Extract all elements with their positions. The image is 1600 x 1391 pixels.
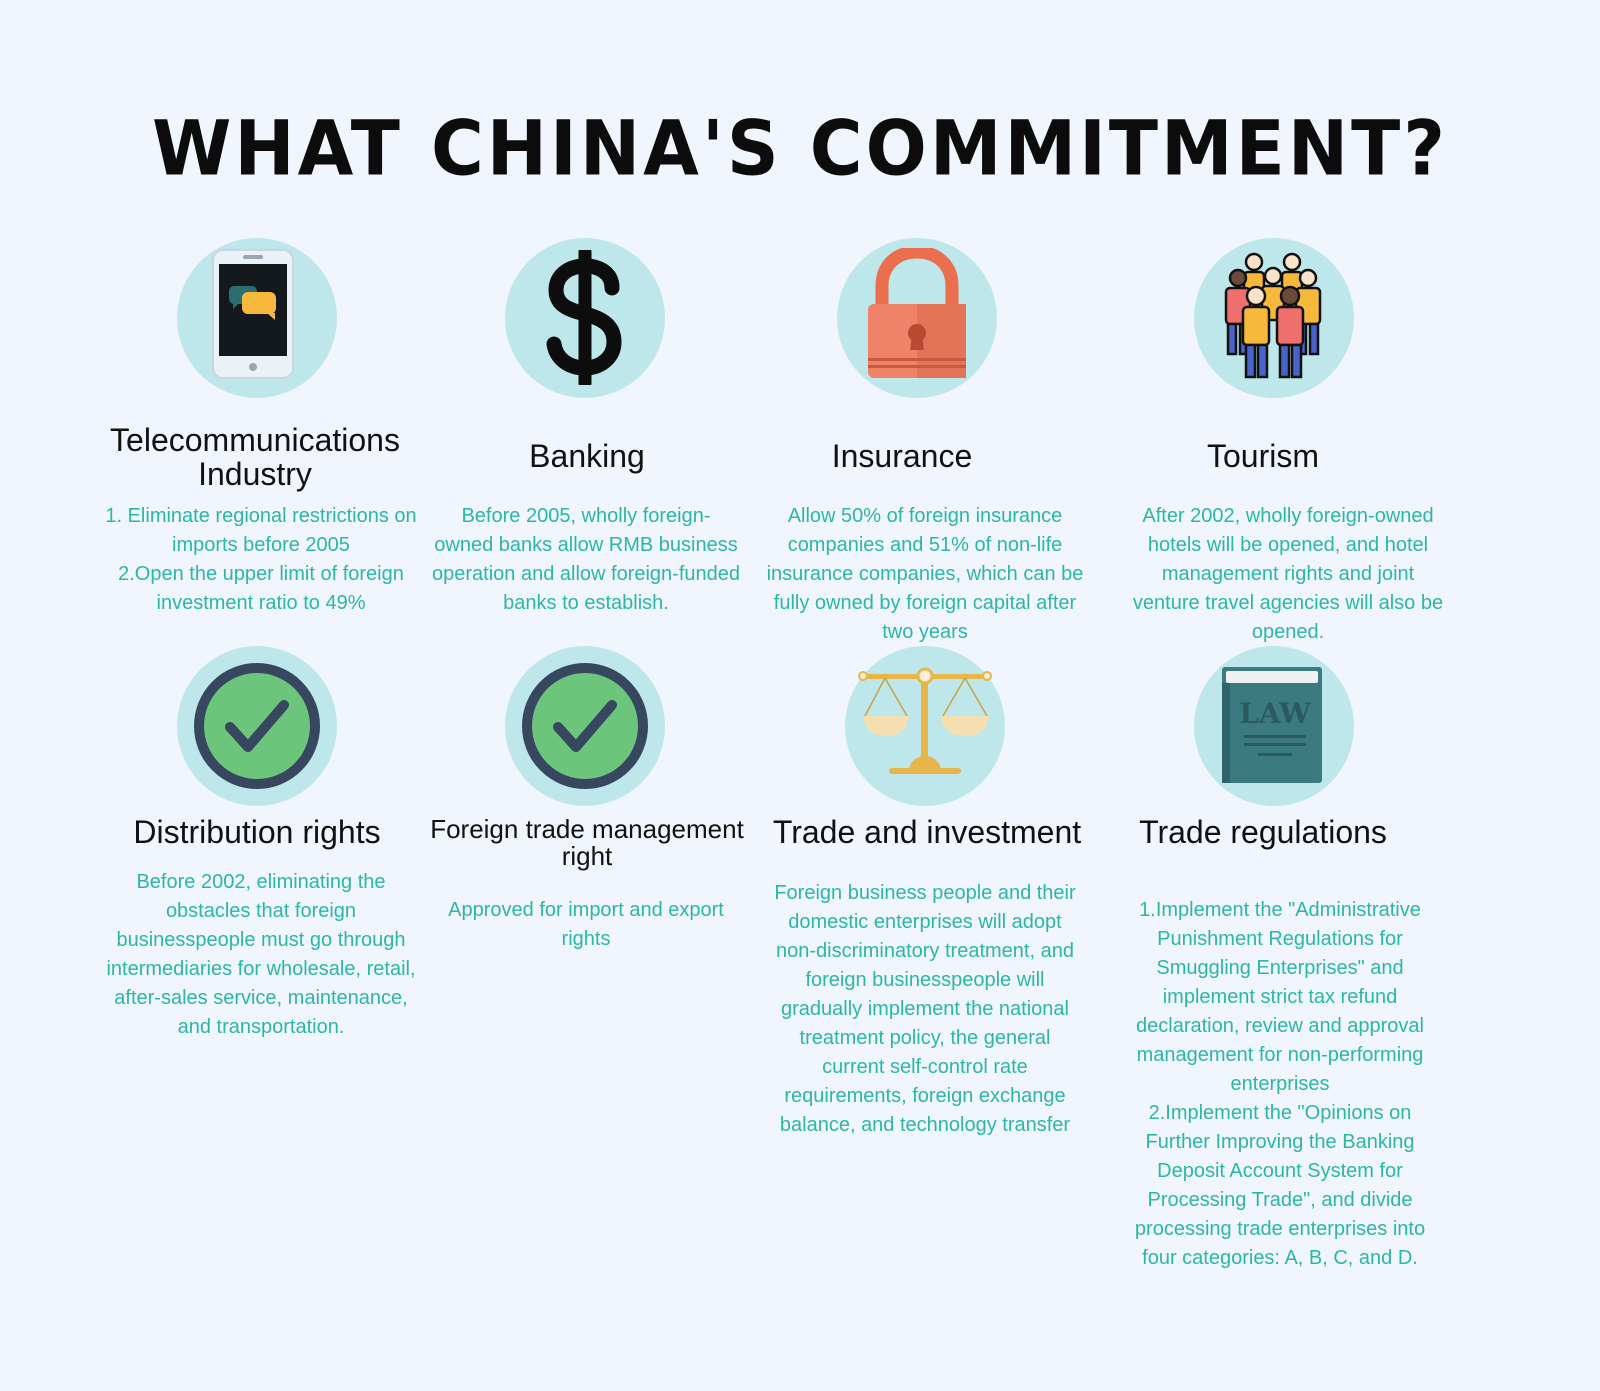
checkmark-icon — [522, 663, 648, 789]
heading-foreign-trade-management: Foreign trade management right — [430, 814, 744, 872]
desc-telecommunications: 1. Eliminate regional restrictions on im… — [105, 505, 417, 614]
padlock-icon — [868, 248, 966, 378]
desc-trade-investment: Foreign business people and their domest… — [774, 882, 1076, 1136]
desc-distribution-rights: Before 2002, eliminating the obstacles t… — [106, 871, 416, 1038]
desc-trade-regulations: 1.Implement the "Administrative Punishme… — [1134, 899, 1426, 1269]
heading-tourism: Tourism — [1206, 438, 1319, 474]
balance-scale-icon — [858, 667, 992, 774]
desc-insurance: Allow 50% of foreign insurance companies… — [766, 505, 1084, 643]
dollar-icon — [546, 250, 622, 385]
heading-insurance: Insurance — [831, 438, 973, 474]
people-group-icon — [1224, 252, 1322, 379]
heading-telecommunications: Telecommunications Industry — [110, 422, 400, 492]
desc-tourism: After 2002, wholly foreign-owned hotels … — [1132, 505, 1444, 643]
book-label: LAW — [1239, 697, 1311, 730]
heading-distribution-rights: Distribution rights — [133, 814, 381, 850]
desc-foreign-trade-management: Approved for import and export rights — [448, 899, 724, 950]
law-book-icon: LAW — [1222, 667, 1322, 783]
heading-trade-regulations: Trade regulations — [1139, 814, 1387, 850]
page-title: WHAT CHINA'S COMMITMENT? — [151, 103, 1449, 193]
desc-banking: Before 2005, wholly foreign- owned banks… — [432, 505, 740, 614]
heading-banking: Banking — [529, 438, 645, 474]
smartphone-chat-icon — [212, 249, 294, 379]
heading-trade-investment: Trade and investment — [772, 814, 1082, 850]
checkmark-icon — [194, 663, 320, 789]
